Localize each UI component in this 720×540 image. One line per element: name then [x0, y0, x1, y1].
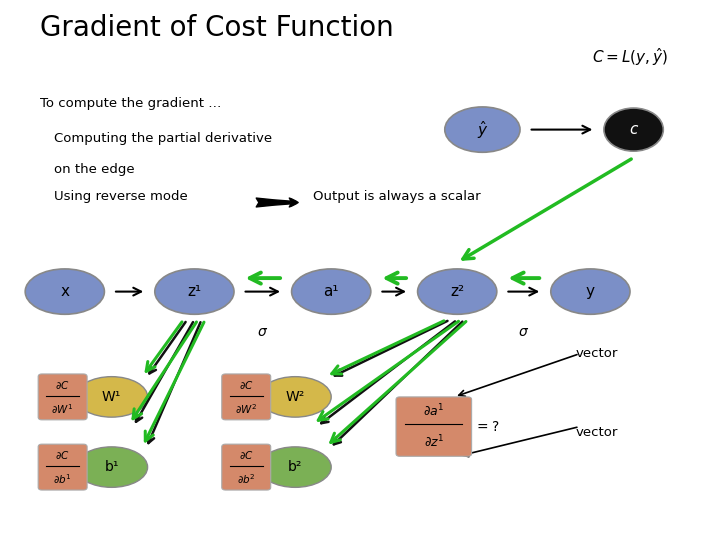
- Text: Output is always a scalar: Output is always a scalar: [313, 190, 481, 203]
- Text: $\partial a^1$: $\partial a^1$: [423, 403, 444, 420]
- Ellipse shape: [551, 269, 630, 314]
- Text: $\partial C$: $\partial C$: [55, 379, 70, 391]
- Text: $\partial W^2$: $\partial W^2$: [235, 402, 257, 416]
- Ellipse shape: [445, 107, 520, 152]
- FancyBboxPatch shape: [396, 397, 472, 456]
- Ellipse shape: [76, 447, 148, 487]
- Text: Computing the partial derivative: Computing the partial derivative: [54, 132, 272, 145]
- Ellipse shape: [259, 377, 331, 417]
- Text: $\partial C$: $\partial C$: [55, 449, 70, 461]
- Text: z¹: z¹: [187, 284, 202, 299]
- Text: $\partial b^2$: $\partial b^2$: [237, 472, 256, 486]
- Ellipse shape: [259, 447, 331, 487]
- Text: c: c: [629, 122, 638, 137]
- Text: $\partial C$: $\partial C$: [239, 449, 253, 461]
- Text: W²: W²: [286, 390, 305, 404]
- FancyBboxPatch shape: [38, 374, 87, 420]
- Text: b²: b²: [288, 460, 302, 474]
- Text: b¹: b¹: [104, 460, 119, 474]
- FancyBboxPatch shape: [38, 444, 87, 490]
- Text: $\partial z^1$: $\partial z^1$: [423, 434, 444, 450]
- Text: $\hat{y}$: $\hat{y}$: [477, 119, 488, 140]
- Text: To compute the gradient …: To compute the gradient …: [40, 97, 221, 110]
- Ellipse shape: [155, 269, 234, 314]
- Ellipse shape: [292, 269, 371, 314]
- FancyBboxPatch shape: [222, 444, 271, 490]
- Text: z²: z²: [450, 284, 464, 299]
- Ellipse shape: [604, 108, 663, 151]
- Text: $C = L(y,\hat{y})$: $C = L(y,\hat{y})$: [592, 46, 668, 68]
- Text: $\partial W^1$: $\partial W^1$: [51, 402, 74, 416]
- Text: y: y: [586, 284, 595, 299]
- Text: Using reverse mode: Using reverse mode: [54, 190, 188, 203]
- Text: $\sigma$: $\sigma$: [257, 325, 269, 339]
- Text: x: x: [60, 284, 69, 299]
- Text: on the edge: on the edge: [54, 163, 135, 176]
- Text: a¹: a¹: [323, 284, 339, 299]
- Text: $\sigma$: $\sigma$: [518, 325, 529, 339]
- Text: $\partial C$: $\partial C$: [239, 379, 253, 391]
- Text: vector: vector: [576, 426, 618, 438]
- Text: $=?$: $=?$: [474, 420, 499, 434]
- Text: Gradient of Cost Function: Gradient of Cost Function: [40, 14, 393, 42]
- Text: vector: vector: [576, 347, 618, 360]
- Text: $\partial b^1$: $\partial b^1$: [53, 472, 72, 486]
- Text: W¹: W¹: [102, 390, 121, 404]
- FancyBboxPatch shape: [222, 374, 271, 420]
- Ellipse shape: [418, 269, 497, 314]
- Ellipse shape: [25, 269, 104, 314]
- Ellipse shape: [76, 377, 148, 417]
